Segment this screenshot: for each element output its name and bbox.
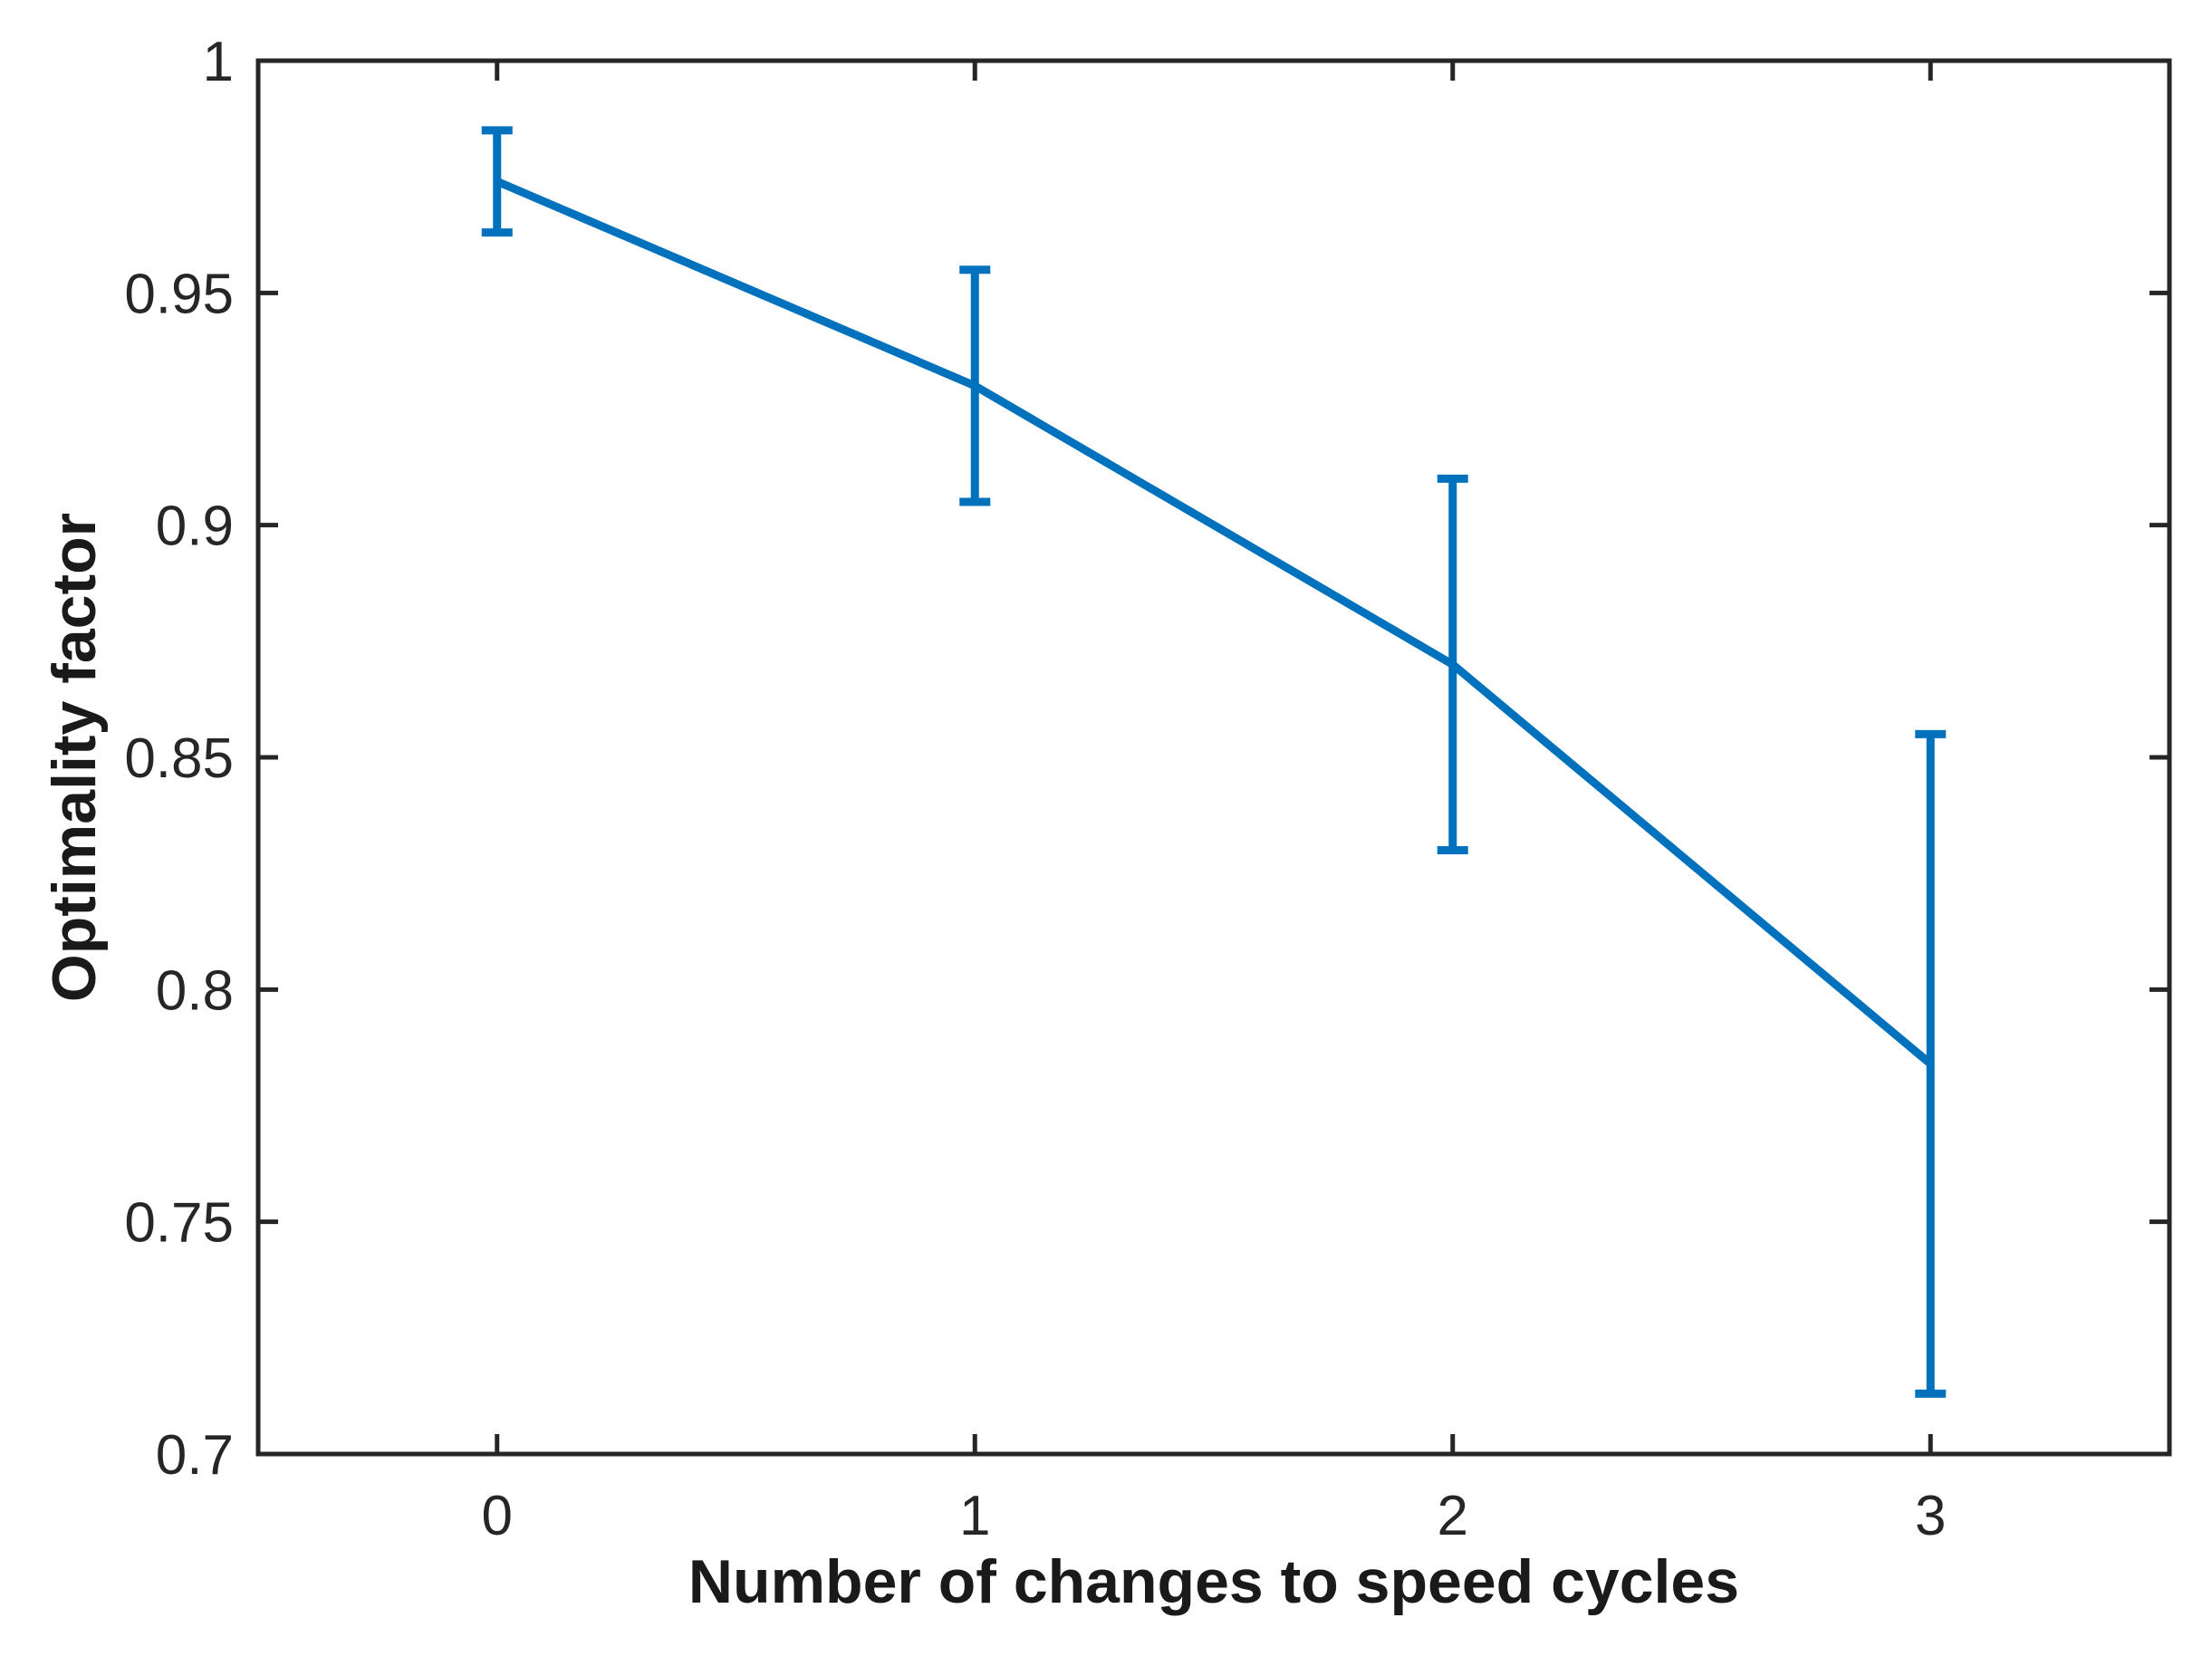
y-tick-label: 1 (203, 31, 234, 93)
y-tick-label: 0.95 (124, 263, 234, 325)
y-tick-label: 0.85 (124, 727, 234, 790)
y-tick-label: 0.75 (124, 1192, 234, 1255)
data-line (495, 178, 1934, 1067)
x-tick-label: 0 (482, 1485, 513, 1547)
x-axis-label: Number of changes to speed cycles (688, 1547, 1740, 1616)
x-tick-label: 3 (1915, 1485, 1946, 1547)
y-axis-label: Optimality factor (40, 512, 109, 1003)
plot-border (255, 58, 2172, 1457)
y-tick-label: 0.7 (156, 1424, 234, 1487)
y-tick-label: 0.9 (156, 496, 234, 558)
x-tick-label: 2 (1438, 1485, 1468, 1547)
x-tick-label: 1 (959, 1485, 990, 1547)
y-tick-label: 0.8 (156, 959, 234, 1022)
